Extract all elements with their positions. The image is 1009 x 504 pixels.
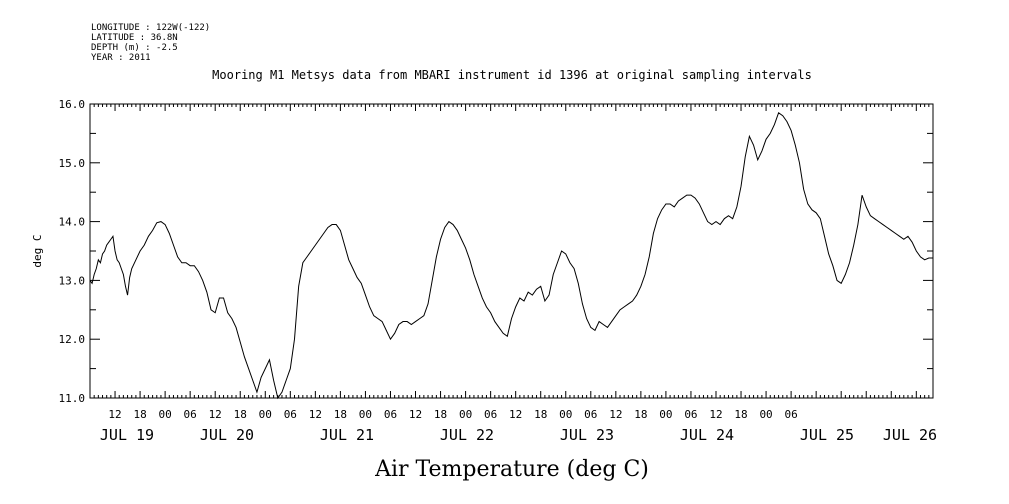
x-hour-labels: 12 18 00 06 12 18 00 06 12 18 00 06 12 18 00 06 12 18 00 06… [108,408,797,421]
x-hour-label: 12 [509,408,522,421]
x-day-label: JUL 19 [100,426,154,444]
x-day-labels: JUL 19 JUL 20 JUL 21 JUL 22 JUL 23 JUL 24 JUL … [100,426,937,444]
x-hour-label: 00 [659,408,672,421]
x-day-label: JUL 24 [680,426,734,444]
series-line [89,112,933,400]
y-tick-label: 16.0 [59,98,86,111]
x-day-label: JUL 22 [440,426,494,444]
metadata-block: LONGITUDE : 122W(-122) LATITUDE : 36.8N … [91,23,210,63]
tick-marks [89,103,934,399]
x-hour-label: 12 [209,408,222,421]
plot-frame [89,103,934,399]
x-hour-label: 12 [409,408,422,421]
x-hour-label: 18 [133,408,146,421]
x-hour-label: 06 [484,408,497,421]
chart-title: Mooring M1 Metsys data from MBARI instru… [212,68,812,82]
x-hour-label: 00 [259,408,272,421]
x-hour-label: 06 [384,408,397,421]
x-axis-label: Air Temperature (deg C) [374,457,649,482]
x-hour-label: 12 [309,408,322,421]
x-hour-label: 12 [108,408,121,421]
year-text: YEAR : 2011 [91,53,151,63]
x-hour-label: 00 [359,408,372,421]
x-hour-label: 06 [584,408,597,421]
x-hour-label: 18 [634,408,647,421]
x-hour-label: 12 [609,408,622,421]
x-hour-label: 00 [459,408,472,421]
depth-text: DEPTH (m) : -2.5 [91,43,178,53]
x-hour-label: 06 [684,408,697,421]
x-hour-label: 06 [784,408,797,421]
y-tick-labels: 11.0 12.0 13.0 14.0 15.0 16.0 [59,98,86,405]
y-tick-label: 14.0 [59,216,86,229]
x-day-label: JUL 23 [560,426,614,444]
x-hour-label: 18 [734,408,747,421]
x-hour-label: 06 [184,408,197,421]
x-hour-label: 18 [534,408,547,421]
y-tick-label: 15.0 [59,157,86,170]
x-hour-label: 18 [234,408,247,421]
x-day-label: JUL 26 [883,426,937,444]
x-hour-label: 00 [158,408,171,421]
longitude-text: LONGITUDE : 122W(-122) [91,23,210,33]
y-tick-label: 11.0 [59,392,86,405]
x-hour-label: 00 [759,408,772,421]
x-hour-label: 18 [434,408,447,421]
latitude-text: LATITUDE : 36.8N [91,33,178,43]
x-day-label: JUL 21 [320,426,374,444]
x-hour-label: 12 [709,408,722,421]
x-day-label: JUL 20 [200,426,254,444]
x-day-label: JUL 25 [800,426,854,444]
x-hour-label: 00 [559,408,572,421]
x-hour-label: 18 [334,408,347,421]
x-hour-label: 06 [284,408,297,421]
y-axis-label: deg C [31,234,44,267]
y-tick-label: 12.0 [59,333,86,346]
y-tick-label: 13.0 [59,274,86,287]
